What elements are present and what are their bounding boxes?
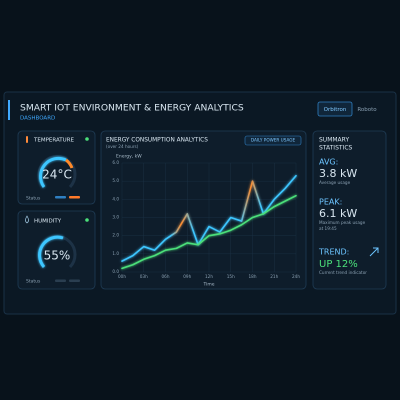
status-pill: [55, 279, 66, 282]
y-axis-label: Energy, kW: [116, 154, 142, 160]
gauge-arc-warm: [65, 158, 74, 169]
status-pill: [69, 279, 80, 282]
y-tick-label: 1.0: [112, 251, 119, 256]
status-dot: [85, 218, 89, 222]
stat-note: Maximum peak usage: [319, 220, 366, 225]
header-title: SMART IOT ENVIRONMENT & ENERGY ANALYTICS: [20, 103, 244, 114]
chart-title: ENERGY CONSUMPTION ANALYTICS: [106, 138, 208, 144]
stat-label: AVG:: [319, 158, 338, 167]
gauge-arc: [38, 235, 64, 268]
trend-arrow: [369, 247, 379, 257]
thermo-icon: [26, 136, 28, 143]
status-pill: [69, 196, 80, 199]
x-tick-label: 24h: [292, 274, 300, 279]
stat-label: TREND:: [318, 248, 349, 257]
summary-title: SUMMARY: [319, 137, 349, 144]
gauge-arc: [39, 156, 67, 188]
y-tick-label: 4.0: [112, 196, 119, 201]
drop-icon: [25, 215, 29, 224]
y-tick-label: 5.0: [112, 178, 119, 183]
stat-note: Current trend indicator: [319, 270, 367, 275]
humidity-value: 55%: [44, 249, 71, 263]
stat-value: 6.1 kW: [319, 207, 357, 220]
temperature-card: [17, 130, 96, 205]
x-axis-label: Time: [202, 282, 214, 288]
chart-button[interactable]: [244, 135, 302, 146]
x-tick-label: 00h: [118, 274, 126, 279]
stat-label: PEAK:: [319, 198, 342, 207]
tab[interactable]: Roboto: [357, 107, 377, 113]
card-label: HUMIDITY: [34, 219, 62, 225]
summary-title: STATISTICS: [319, 145, 353, 152]
accent-bar: [8, 100, 10, 120]
card-label: TEMPERATURE: [33, 138, 75, 144]
stat-note: Average usage: [319, 180, 351, 185]
status-label: Status: [26, 279, 41, 285]
temperature-value: 24°C: [42, 168, 72, 182]
x-tick-label: 09h: [183, 274, 191, 279]
y-tick-label: 6.0: [112, 160, 119, 165]
tab[interactable]: Orbitron: [324, 107, 347, 113]
x-tick-label: 21h: [270, 274, 278, 279]
x-tick-label: 03h: [140, 274, 148, 279]
stat-value: UP 12%: [319, 259, 358, 270]
status-dot: [85, 137, 89, 141]
series-line: [121, 174, 297, 262]
x-tick-label: 06h: [162, 274, 170, 279]
header-subtitle: DASHBOARD: [20, 116, 55, 122]
humidity-card: [17, 210, 96, 290]
y-tick-label: 3.0: [112, 215, 119, 220]
series-line: [121, 194, 297, 270]
status-pill: [55, 196, 66, 199]
y-tick-label: 2.0: [112, 233, 119, 238]
chart-subtitle: (over 24 hours): [106, 144, 139, 149]
stat-value: 3.8 kW: [319, 167, 357, 180]
summary-card: [312, 130, 387, 290]
chart-button-label[interactable]: DAILY POWER USAGE: [251, 138, 296, 143]
x-tick-label: 12h: [205, 274, 213, 279]
tab-active[interactable]: [317, 101, 353, 117]
x-tick-label: 18h: [249, 274, 257, 279]
y-tick-label: 0.0: [112, 269, 119, 274]
stat-note: at 19:45: [319, 226, 337, 231]
status-label: Status: [26, 196, 41, 202]
x-tick-label: 15h: [227, 274, 235, 279]
